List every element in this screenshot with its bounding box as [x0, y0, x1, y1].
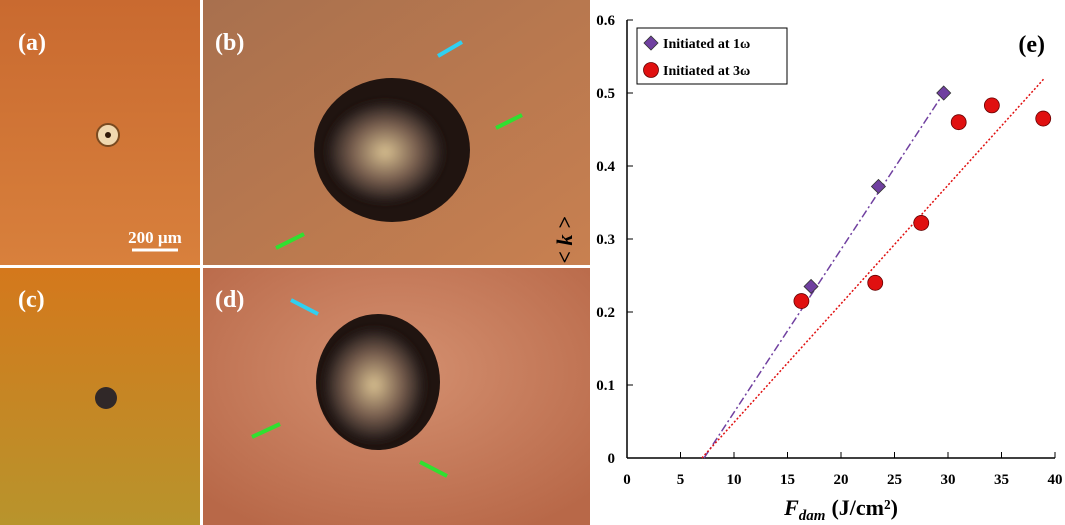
x-tick-label: 5	[677, 472, 685, 488]
damage-center	[327, 102, 443, 202]
legend-label: Initiated at 3ω	[663, 64, 750, 79]
marker	[804, 279, 818, 293]
x-axis-label: Fdam (J/cm²)	[783, 495, 898, 524]
panel-label: (c)	[18, 287, 45, 313]
x-tick-label: 30	[941, 472, 956, 488]
damage-core	[105, 132, 111, 138]
marker	[868, 275, 883, 290]
y-tick-label: 0.3	[596, 232, 615, 248]
y-axis-label: < k >	[552, 216, 577, 263]
marker	[951, 115, 966, 130]
photos: (a) (b) (c) (d) 200 µm	[0, 0, 590, 525]
marker	[871, 179, 885, 193]
panel-label: (d)	[215, 287, 244, 313]
x-tick-label: 35	[994, 472, 1009, 488]
x-tick-label: 25	[887, 472, 902, 488]
damage-site	[95, 387, 117, 409]
x-label-unit: (J/cm²)	[831, 495, 897, 520]
panel-label: (a)	[18, 30, 46, 56]
legend-marker	[644, 63, 659, 78]
figure: (a) (b) (c) (d) 200 µm (e) < k > Fdam (J/…	[0, 0, 1065, 525]
y-tick-label: 0	[608, 451, 616, 467]
y-tick-label: 0.6	[596, 13, 615, 29]
fit-line	[704, 93, 944, 458]
damage-center	[324, 329, 424, 441]
x-label-sub: dam	[799, 508, 826, 524]
marker	[937, 86, 951, 100]
x-tick-label: 20	[834, 472, 849, 488]
x-tick-label: 10	[727, 472, 742, 488]
y-tick-label: 0.1	[596, 378, 615, 394]
y-tick-label: 0.5	[596, 86, 615, 102]
legend-label: Initiated at 1ω	[663, 37, 750, 52]
marker	[914, 215, 929, 230]
marker	[984, 98, 999, 113]
x-tick-label: 15	[780, 472, 795, 488]
y-tick-label: 0.4	[596, 159, 615, 175]
page: (a) (b) (c) (d) 200 µm (e) < k > Fdam (J/…	[0, 0, 1065, 525]
x-label-main: F	[783, 495, 799, 520]
marker	[1036, 111, 1051, 126]
x-tick-label: 40	[1048, 472, 1063, 488]
panel-label: (b)	[215, 30, 244, 56]
panel-label: (e)	[1018, 32, 1045, 58]
chart: (e) < k > Fdam (J/cm²) 0 0.1 0.2 0.3 0.4 0.5 0.…	[552, 13, 1063, 524]
x-tick-label: 0	[623, 472, 631, 488]
y-tick-label: 0.2	[596, 305, 615, 321]
marker	[794, 294, 809, 309]
scale-label: 200 µm	[128, 228, 182, 247]
fit-line	[702, 78, 1044, 458]
